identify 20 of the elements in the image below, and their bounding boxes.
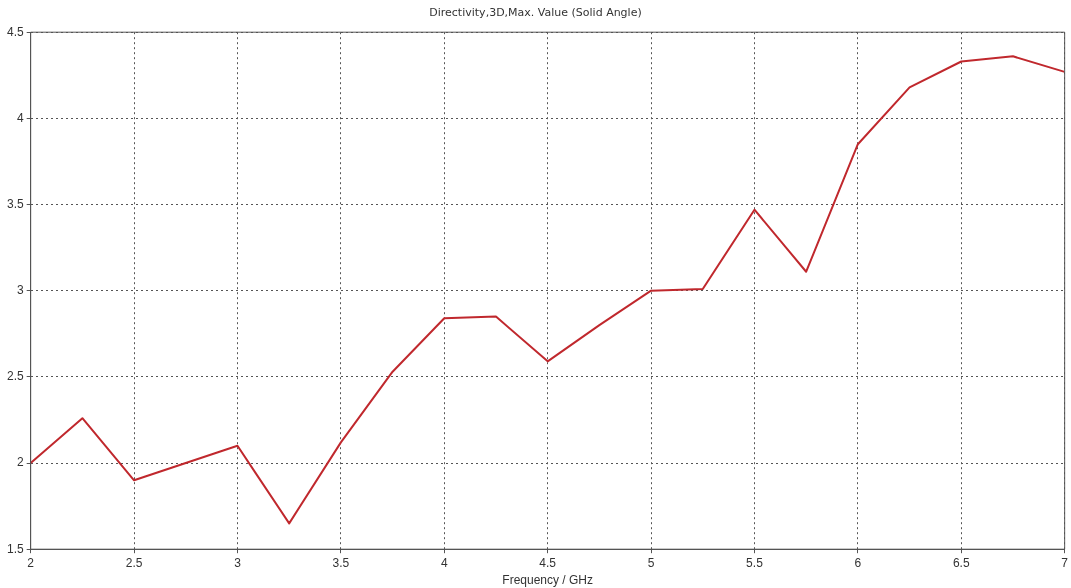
y-tick-label: 2: [16, 455, 24, 470]
y-tick-label: 4.5: [6, 24, 24, 39]
y-tick-label: 2.5: [6, 369, 24, 384]
x-tick-label: 4: [440, 555, 448, 570]
y-tick-label: 4: [16, 110, 24, 125]
x-tick-label: 6.5: [952, 555, 970, 570]
x-tick-label: 5: [647, 555, 655, 570]
y-tick-label: 3: [16, 283, 24, 298]
x-tick-label: 3.5: [332, 555, 350, 570]
x-tick-label: 4.5: [539, 555, 557, 570]
x-tick-label: 3: [234, 555, 242, 570]
x-tick-label: 7: [1061, 555, 1069, 570]
x-tick-label: 5.5: [746, 555, 764, 570]
y-tick-label: 1.5: [6, 541, 24, 556]
x-axis-title: Frequency / GHz: [502, 573, 594, 588]
y-tick-label: 3.5: [6, 196, 24, 211]
x-tick-label: 2.5: [125, 555, 143, 570]
x-tick-label: 2: [27, 555, 35, 570]
chart-title: Directivity,3D,Max. Value (Solid Angle): [428, 6, 643, 19]
x-tick-label: 6: [854, 555, 862, 570]
